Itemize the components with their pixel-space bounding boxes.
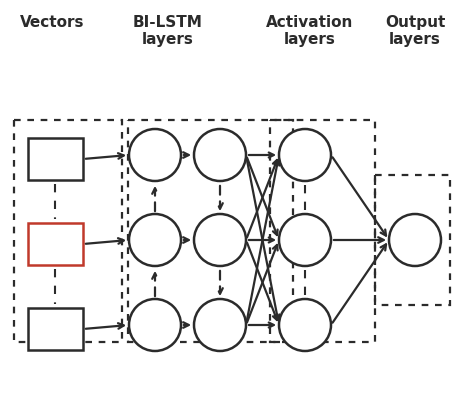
Circle shape xyxy=(194,214,246,266)
Bar xyxy=(28,308,83,350)
Bar xyxy=(128,120,292,342)
Bar xyxy=(269,120,374,342)
Circle shape xyxy=(279,129,330,181)
Bar xyxy=(28,138,83,180)
Circle shape xyxy=(129,299,180,351)
Bar xyxy=(374,175,449,305)
Circle shape xyxy=(129,214,180,266)
Text: Output
layers: Output layers xyxy=(384,15,444,47)
Circle shape xyxy=(194,299,246,351)
Bar xyxy=(28,223,83,265)
Bar xyxy=(14,120,122,342)
Circle shape xyxy=(279,299,330,351)
Text: Vectors: Vectors xyxy=(20,15,84,30)
Text: BI-LSTM
layers: BI-LSTM layers xyxy=(133,15,202,47)
Circle shape xyxy=(129,129,180,181)
Text: Activation
layers: Activation layers xyxy=(266,15,353,47)
Circle shape xyxy=(279,214,330,266)
Circle shape xyxy=(194,129,246,181)
Circle shape xyxy=(388,214,440,266)
